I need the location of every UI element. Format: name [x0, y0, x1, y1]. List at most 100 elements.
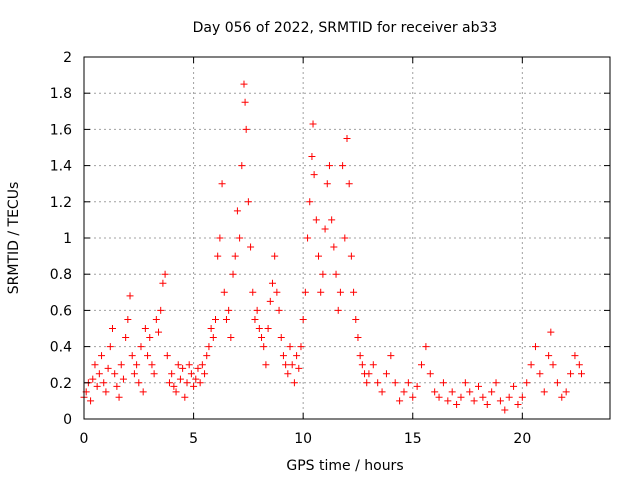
data-point-marker — [152, 315, 160, 323]
data-point-marker — [108, 325, 116, 332]
data-point-marker — [301, 288, 309, 296]
data-point-marker — [505, 393, 513, 401]
data-point-marker — [148, 361, 156, 369]
data-point-marker — [91, 361, 99, 369]
data-point-marker — [470, 397, 478, 405]
data-point-marker — [255, 325, 263, 332]
data-point-marker — [431, 388, 439, 396]
data-point-marker — [391, 379, 399, 387]
data-point-marker — [104, 364, 112, 372]
data-point-marker — [122, 334, 130, 342]
data-point-marker — [163, 352, 171, 360]
data-point-marker — [130, 370, 138, 378]
data-points — [80, 80, 586, 414]
y-tick-label: 1.2 — [50, 195, 72, 211]
data-point-marker — [264, 325, 272, 332]
data-point-marker — [100, 379, 108, 387]
y-tick-label: 0 — [63, 412, 72, 428]
data-point-marker — [523, 379, 531, 387]
data-point-marker — [187, 370, 195, 378]
data-point-marker — [321, 225, 329, 233]
y-tick-label: 0.2 — [50, 376, 72, 392]
data-point-marker — [453, 401, 461, 409]
data-point-marker — [312, 216, 320, 224]
data-point-marker — [325, 162, 333, 170]
data-point-marker — [297, 343, 305, 351]
data-point-marker — [192, 375, 200, 383]
data-point-marker — [146, 334, 154, 342]
data-point-marker — [240, 80, 248, 88]
data-point-marker — [540, 388, 548, 396]
x-tick-label: 20 — [513, 431, 531, 447]
data-point-marker — [275, 306, 283, 314]
data-point-marker — [549, 361, 557, 369]
data-point-marker — [222, 315, 230, 323]
data-point-marker — [227, 334, 235, 342]
data-point-marker — [369, 361, 377, 369]
data-point-marker — [571, 352, 579, 360]
data-point-marker — [172, 388, 180, 396]
data-point-marker — [144, 352, 152, 360]
data-point-marker — [558, 393, 566, 401]
data-point-marker — [253, 306, 261, 314]
data-point-marker — [404, 379, 412, 387]
data-point-marker — [413, 382, 421, 390]
data-point-marker — [102, 388, 110, 396]
data-point-marker — [117, 361, 125, 369]
data-point-marker — [139, 388, 147, 396]
data-point-marker — [466, 388, 474, 396]
data-point-marker — [400, 388, 408, 396]
grid-lines — [84, 57, 610, 419]
data-point-marker — [279, 352, 287, 360]
data-point-marker — [87, 397, 95, 405]
data-point-marker — [89, 375, 97, 383]
data-point-marker — [365, 370, 373, 378]
data-point-marker — [133, 361, 141, 369]
y-axis-ticks: 0 0.2 0.4 0.6 0.8 1 1.2 1.4 1.6 1.8 2 — [50, 50, 610, 428]
data-point-marker — [236, 234, 244, 242]
y-tick-label: 2 — [63, 50, 72, 66]
data-point-marker — [323, 180, 331, 188]
data-point-marker — [247, 243, 255, 251]
data-point-marker — [496, 397, 504, 405]
data-point-marker — [229, 270, 237, 278]
data-point-marker — [328, 216, 336, 224]
chart-title: Day 056 of 2022, SRMTID for receiver ab3… — [193, 20, 498, 36]
data-point-marker — [396, 397, 404, 405]
data-point-marker — [531, 343, 539, 351]
y-tick-label: 0.6 — [50, 303, 72, 319]
data-point-marker — [553, 379, 561, 387]
data-point-marker — [241, 98, 249, 106]
data-point-marker — [288, 361, 296, 369]
data-point-marker — [218, 180, 226, 188]
data-point-marker — [422, 343, 430, 351]
data-point-marker — [242, 125, 250, 133]
data-point-marker — [483, 401, 491, 409]
y-tick-label: 0.4 — [50, 340, 72, 356]
data-point-marker — [190, 382, 198, 390]
x-tick-label: 10 — [294, 431, 312, 447]
data-point-marker — [128, 352, 136, 360]
data-point-marker — [212, 315, 219, 323]
data-point-marker — [216, 234, 224, 242]
data-point-marker — [220, 288, 228, 296]
data-point-marker — [567, 370, 575, 378]
data-point-marker — [409, 393, 417, 401]
data-point-marker — [284, 370, 292, 378]
data-point-marker — [135, 379, 143, 387]
data-point-marker — [273, 288, 281, 296]
data-point-marker — [196, 379, 204, 387]
data-point-marker — [293, 352, 301, 360]
data-point-marker — [266, 297, 274, 305]
data-point-marker — [332, 270, 340, 278]
data-point-marker — [170, 382, 178, 390]
data-point-marker — [290, 379, 298, 387]
data-point-marker — [203, 352, 211, 360]
x-axis-title: GPS time / hours — [286, 458, 403, 474]
data-point-marker — [198, 361, 206, 369]
data-point-marker — [374, 379, 382, 387]
data-point-marker — [418, 361, 426, 369]
data-point-marker — [382, 370, 390, 378]
data-point-marker — [547, 328, 555, 336]
data-point-marker — [356, 352, 364, 360]
